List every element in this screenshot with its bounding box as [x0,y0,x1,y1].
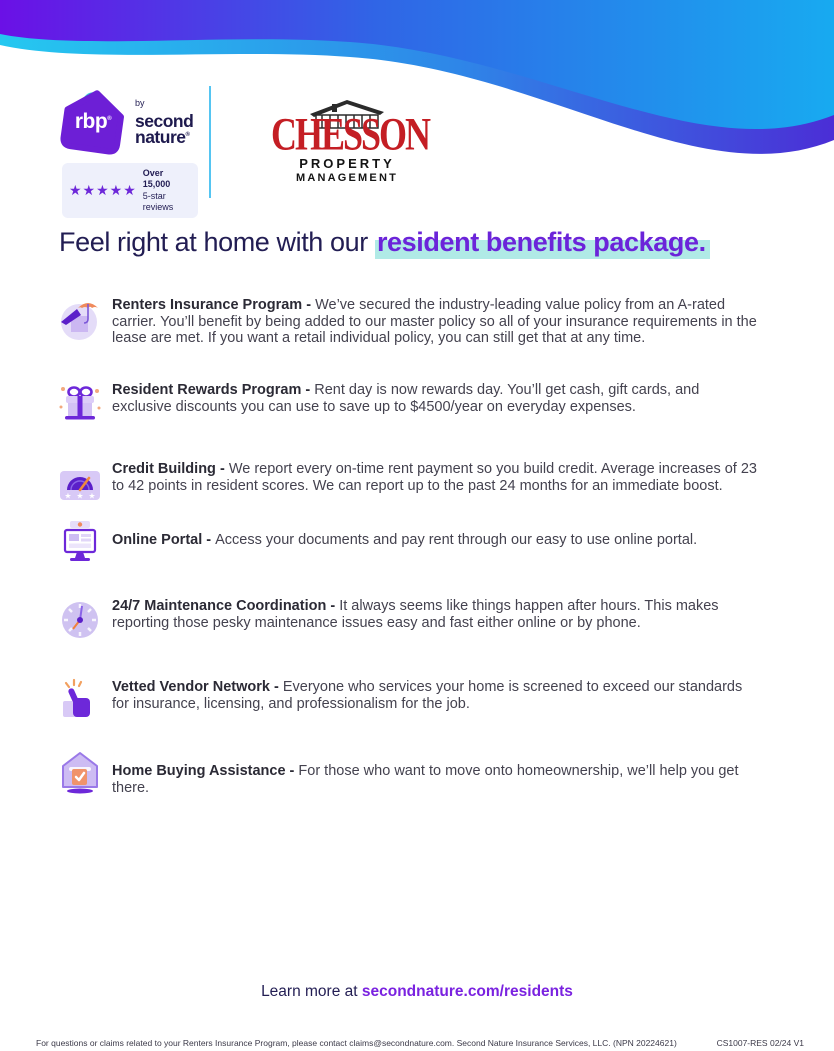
benefit-credit-building: ★ ★ ★ Credit Building - We report every … [57,461,757,501]
reviews-count: Over 15,000 [142,168,171,190]
benefit-online-portal: Online Portal - Access your documents an… [57,521,757,561]
rbp-logo-text: rbp® [74,110,112,133]
monitor-icon [63,521,97,561]
umbrella-house-icon [61,303,98,340]
logo-row: rbp® by second nature® ★★★★★ Over 15,000… [57,86,431,218]
benefit-title: Credit Building [112,461,216,477]
footer: For questions or claims related to your … [36,1038,804,1048]
benefit-description: We’ve secured the industry-leading value… [112,297,757,346]
logo-divider [209,86,211,198]
headline-prefix: Feel right at home with our [59,227,375,257]
svg-text:★: ★ [76,492,83,501]
chesson-name: CHESSON [271,108,431,160]
by-label: by [135,97,145,108]
benefit-title: Vetted Vendor Network [112,679,270,695]
chesson-management-label: MANAGEMENT [295,172,399,184]
brand-line2: nature [135,127,186,148]
benefit-description: Rent day is now rewards day. You’ll get … [112,382,700,415]
svg-text:★: ★ [88,492,95,501]
benefit-description: It always seems like things happen after… [112,598,719,631]
headline-highlight: resident benefits package. [374,227,710,259]
header-wave-graphic [0,0,834,154]
chesson-property-label: PROPERTY [299,156,395,171]
clock-icon [62,602,98,638]
brand-line1: second [135,110,194,131]
rbp-reg-mark: ® [107,116,112,122]
reviews-badge: ★★★★★ Over 15,000 5-star reviews [62,163,198,218]
benefit-description: We report every on-time rent payment so … [112,461,757,494]
benefit-title: Home Buying Assistance [112,763,286,779]
benefit-description: For those who want to move onto homeowne… [112,763,739,796]
benefit-vendor-network: Vetted Vendor Network - Everyone who ser… [57,678,757,717]
benefit-title: Online Portal [112,532,203,548]
credit-gauge-icon: ★ ★ ★ [60,471,100,501]
learn-more-link[interactable]: secondnature.com/residents [361,983,573,1000]
chesson-logo: CHESSON PROPERTY MANAGEMENT [271,86,431,184]
reviews-label: 5-star reviews [142,190,174,212]
benefit-renters-insurance: Renters Insurance Program - We’ve secure… [57,297,757,347]
rbp-logo: rbp® [57,86,129,158]
learn-more-prefix: Learn more at [261,983,362,1000]
benefit-title: Resident Rewards Program [112,382,302,398]
gift-icon [59,386,101,420]
chesson-house-icon [310,100,384,129]
footer-doc-code: CS1007-RES 02/24 V1 [716,1038,804,1048]
benefit-maintenance: 24/7 Maintenance Coordination - It alway… [57,598,757,638]
footer-disclaimer: For questions or claims related to your … [36,1038,677,1048]
benefit-title: Renters Insurance Program [112,297,303,313]
brand-reg-mark: ® [185,132,190,139]
house-check-icon [62,752,98,794]
benefit-title: 24/7 Maintenance Coordination [112,598,327,614]
learn-more-line: Learn more at secondnature.com/residents [0,983,834,1001]
benefit-description: Everyone who services your home is scree… [112,679,743,712]
svg-text:★: ★ [64,492,71,501]
benefit-home-buying: Home Buying Assistance - For those who w… [57,752,757,796]
second-nature-wordmark: by second nature® [135,97,199,147]
benefit-description: Access your documents and pay rent throu… [215,532,698,548]
page-title: Feel right at home with our resident ben… [59,227,710,259]
benefit-resident-rewards: Resident Rewards Program - Rent day is n… [57,382,757,420]
thumbs-up-icon [63,678,90,717]
five-stars-icon: ★★★★★ [69,182,137,199]
